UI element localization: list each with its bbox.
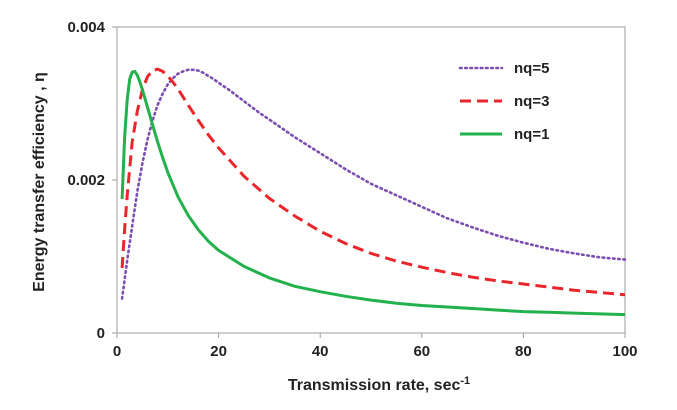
- x-tick-label: 60: [413, 343, 430, 360]
- legend-label: nq=1: [514, 126, 549, 143]
- y-axis-title: Energy transfer efficiency , η: [31, 72, 48, 292]
- x-axis-title-superscript: -1: [460, 375, 470, 387]
- x-tick-label: 20: [210, 343, 227, 360]
- x-axis-title-text: Transmission rate, sec: [288, 377, 461, 394]
- x-tick-label: 0: [113, 343, 121, 360]
- x-tick-label: 100: [612, 343, 637, 360]
- legend: nq=5 nq=3 nq=1: [458, 60, 549, 143]
- series-line-nq-5: [120, 68, 627, 300]
- x-axis-title: Transmission rate, sec-1: [288, 375, 470, 394]
- series-line-nq-3: [120, 67, 626, 297]
- legend-label: nq=3: [514, 93, 549, 110]
- y-tick-label: 0.002: [67, 172, 105, 189]
- series-layer: [120, 67, 627, 317]
- tick-layer: 0 20 40 60 80 100 0 0.002 0.004: [67, 19, 637, 360]
- legend-label: nq=5: [514, 60, 549, 77]
- x-tick-label: 80: [515, 343, 532, 360]
- y-tick-label: 0.004: [67, 19, 105, 36]
- x-tick-label: 40: [312, 343, 329, 360]
- y-tick-label: 0: [97, 325, 105, 342]
- series-line-nq-1: [120, 69, 626, 317]
